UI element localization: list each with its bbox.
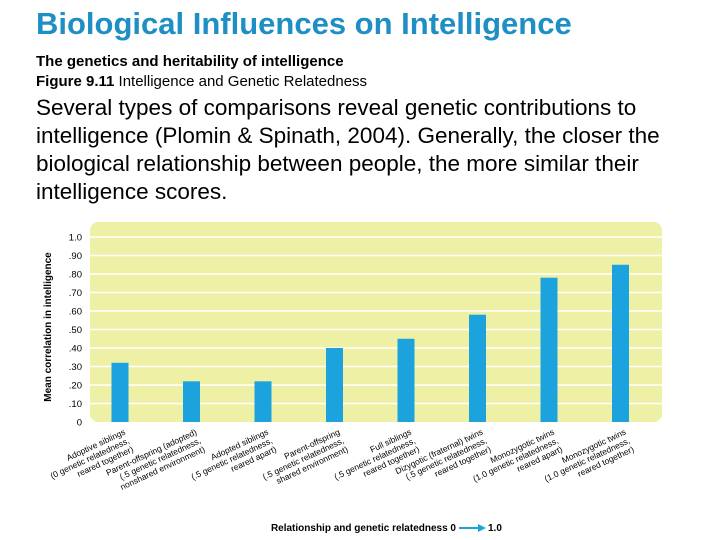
- arrow-right-icon: [478, 524, 486, 532]
- y-tick-label: .20: [69, 381, 82, 392]
- y-tick-label: 0: [77, 418, 82, 429]
- bar: [183, 381, 200, 422]
- bar: [469, 314, 486, 422]
- y-axis-label: Mean correlation in intelligence: [43, 252, 54, 402]
- y-tick-label: .60: [69, 307, 82, 318]
- figure-caption: Figure 9.11 Intelligence and Genetic Rel…: [36, 73, 367, 90]
- bar: [254, 381, 272, 422]
- y-tick-label: .70: [69, 288, 82, 299]
- x-axis-label: Relationship and genetic relatedness 0 1…: [271, 523, 502, 534]
- bar: [397, 338, 415, 422]
- y-tick-labels: 0 .10 .20 .30 .40 .50 .60 .70 .80 .90 1.0: [69, 233, 82, 429]
- y-tick-label: .30: [69, 362, 82, 373]
- y-tick-label: .50: [69, 325, 82, 336]
- bars: [111, 264, 629, 422]
- x-axis-label-start: Relationship and genetic relatedness 0: [271, 523, 456, 534]
- slide-subtitle: The genetics and heritability of intelli…: [36, 53, 344, 70]
- y-tick-label: .90: [69, 251, 82, 262]
- x-axis-label-end: 1.0: [488, 523, 502, 534]
- y-tick-label: .80: [69, 270, 82, 281]
- bar: [111, 362, 129, 422]
- plot-background: [90, 222, 662, 422]
- x-category-labels: Adoptive siblings(0 genetic relatedness,…: [49, 427, 636, 492]
- bar: [612, 264, 629, 422]
- bar: [540, 277, 558, 422]
- figure-label: Figure 9.11: [36, 73, 115, 90]
- y-tick-label: .10: [69, 399, 82, 410]
- y-tick-label: 1.0: [69, 233, 82, 244]
- slide-body-text: Several types of comparisons reveal gene…: [36, 95, 660, 204]
- y-tick-label: .40: [69, 344, 82, 355]
- bar: [326, 348, 343, 422]
- slide-title: Biological Influences on Intelligence: [36, 6, 572, 41]
- figure-caption-text: Intelligence and Genetic Relatedness: [114, 73, 368, 90]
